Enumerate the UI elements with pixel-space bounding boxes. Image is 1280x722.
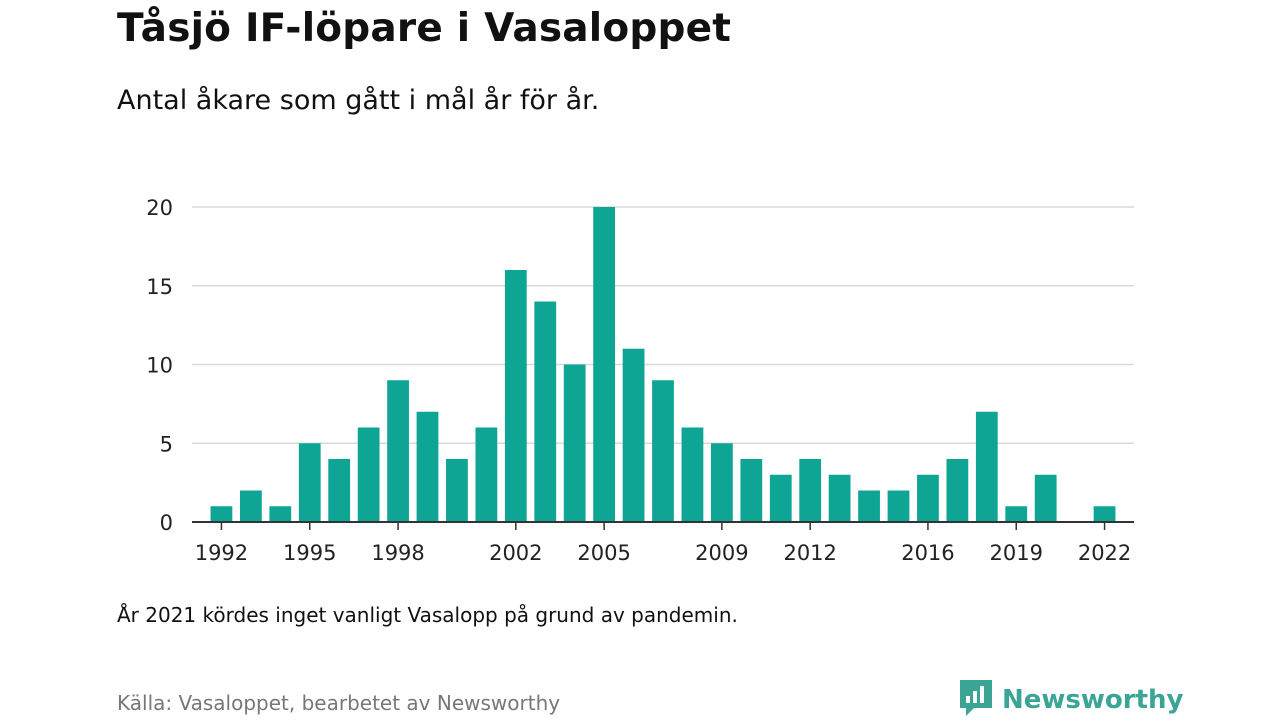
bar-2002 (504, 270, 527, 522)
x-tick-label: 1998 (371, 541, 424, 565)
bar-1993 (239, 490, 262, 522)
axes (192, 521, 1134, 530)
brand-logo: Newsworthy (958, 678, 1183, 722)
bar-2016 (917, 474, 939, 522)
x-tick-label: 2005 (577, 541, 630, 565)
bar-2005 (593, 207, 616, 522)
bar-1995 (298, 443, 321, 522)
bar-2020 (1034, 474, 1057, 522)
bar-2012 (799, 459, 822, 522)
y-tick-label: 15 (146, 275, 173, 299)
bar-2022 (1093, 506, 1116, 522)
bar-2008 (681, 427, 704, 522)
bar-1997 (357, 427, 380, 522)
bar-1994 (269, 506, 292, 522)
y-tick-label: 20 (146, 196, 173, 220)
x-tick-label: 1995 (283, 541, 336, 565)
bar-2009 (710, 443, 733, 522)
bar-2014 (858, 490, 880, 522)
bar-2007 (652, 380, 674, 522)
y-tick-label: 10 (146, 354, 173, 378)
bar-2013 (828, 474, 851, 522)
bar-2015 (887, 490, 910, 522)
bar-2010 (740, 459, 763, 522)
chart-title: Tåsjö IF-löpare i Vasaloppet (117, 6, 732, 51)
x-tick-label: 1992 (195, 541, 248, 565)
bar-2001 (475, 427, 498, 522)
bar-2004 (563, 364, 586, 522)
chart-note: År 2021 kördes inget vanligt Vasalopp på… (117, 603, 738, 627)
bar-2000 (446, 459, 468, 522)
y-tick-label: 5 (160, 432, 173, 456)
tick-labels: 0 5 10 15 20 1992 1995 1998 2002 2005 2009 2012 2016… (146, 196, 1131, 565)
source-text: Källa: Vasaloppet, bearbetet av Newswort… (117, 691, 561, 715)
bar-2003 (534, 301, 557, 522)
bar-2017 (946, 459, 969, 522)
bar-chart: 0 5 10 15 20 1992 1995 1998 2002 2005 2009 2012 2016… (146, 196, 1134, 565)
x-tick-label: 2022 (1078, 541, 1131, 565)
bar-2019 (1005, 506, 1028, 522)
bar-1996 (328, 459, 351, 522)
y-tick-label: 0 (160, 511, 173, 535)
bar-2006 (622, 348, 645, 522)
bar-1992 (210, 506, 233, 522)
bar-2018 (975, 411, 998, 522)
bar-2011 (769, 474, 792, 522)
bar-1998 (387, 380, 409, 522)
bars (210, 207, 1116, 522)
x-tick-label: 2016 (901, 541, 954, 565)
bar-1999 (416, 411, 439, 522)
x-tick-label: 2002 (489, 541, 542, 565)
newsworthy-logo-icon (958, 678, 994, 722)
x-tick-label: 2012 (783, 541, 836, 565)
chart-subtitle: Antal åkare som gått i mål år för år. (117, 85, 600, 116)
x-tick-label: 2019 (990, 541, 1043, 565)
x-tick-label: 2009 (695, 541, 748, 565)
brand-name: Newsworthy (1002, 685, 1184, 715)
